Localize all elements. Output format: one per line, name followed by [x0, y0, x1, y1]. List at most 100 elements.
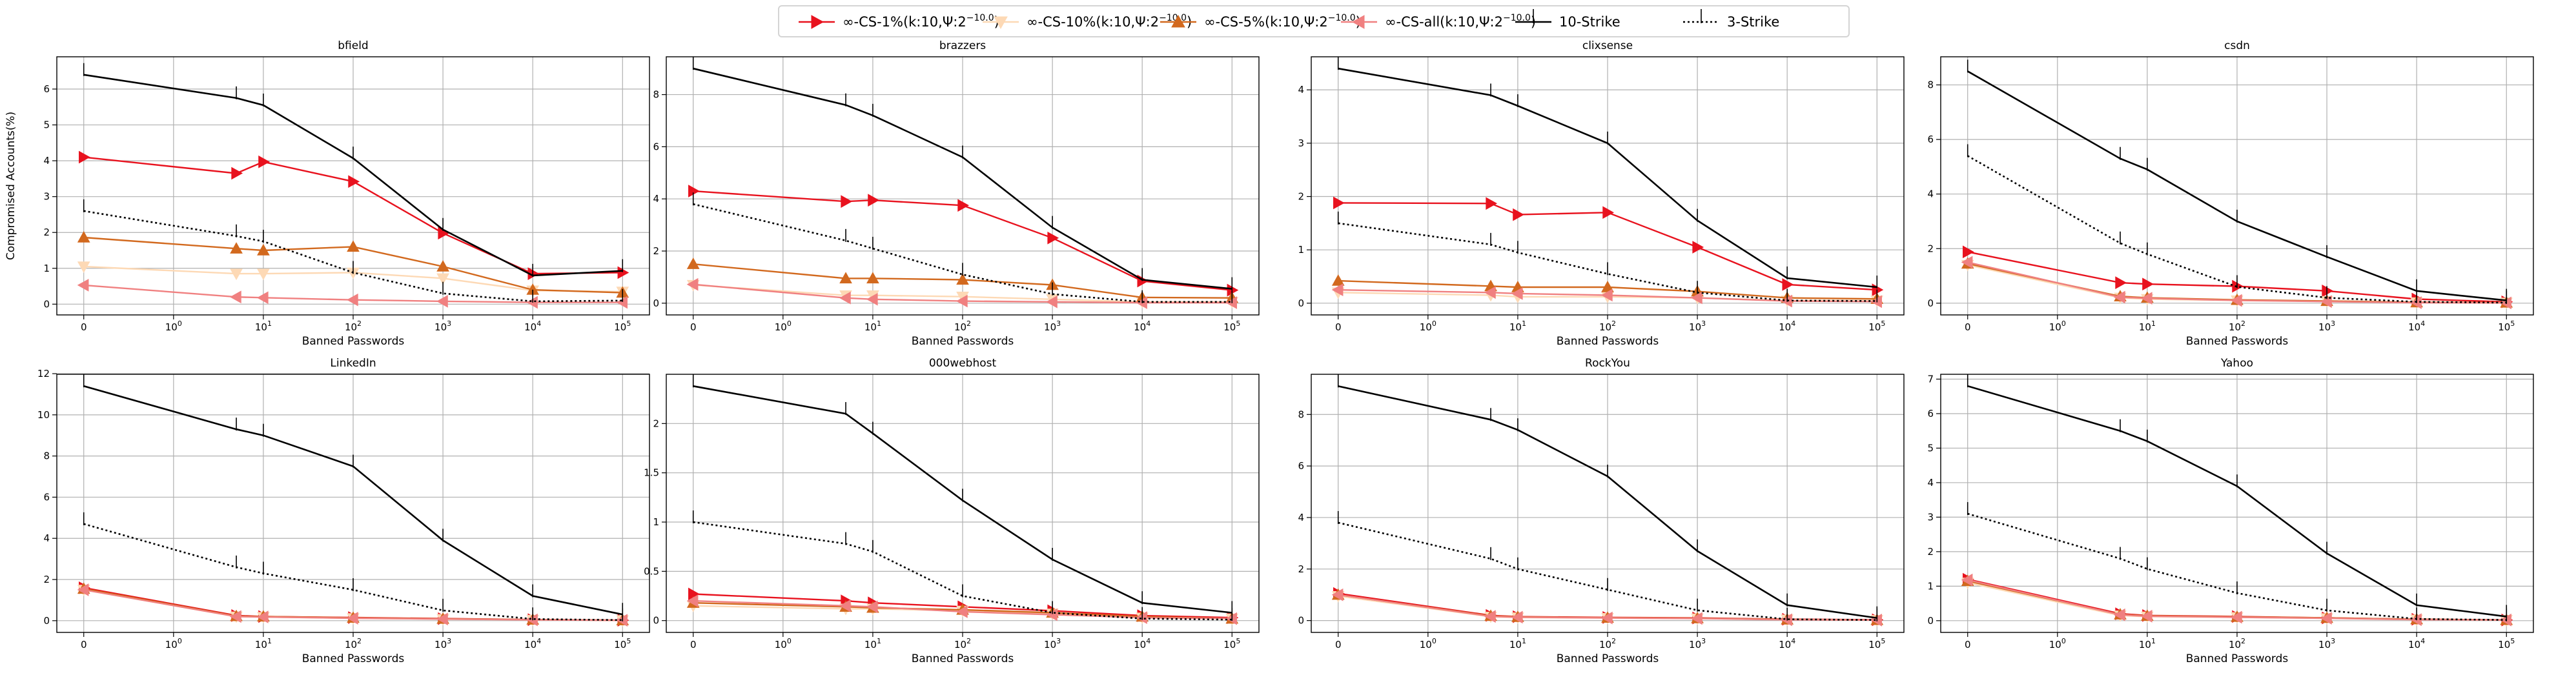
- data-point-cs1: [841, 195, 853, 208]
- data-point-csall: [1484, 286, 1496, 299]
- data-point-cs1: [957, 199, 970, 212]
- plot-frame: [1940, 374, 2534, 633]
- data-point-csall: [1331, 283, 1344, 297]
- data-point-csall: [230, 290, 241, 304]
- subplot-title: Yahoo: [2220, 357, 2253, 370]
- data-point-cs5: [686, 257, 700, 269]
- data-point-cs5: [230, 242, 243, 254]
- x-tick-label: 103: [434, 637, 451, 650]
- data-point-csall: [686, 277, 699, 291]
- x-tick-label: 100: [1420, 319, 1436, 333]
- subplot-title: bfield: [338, 39, 368, 52]
- y-tick-label: 2: [1927, 546, 1934, 558]
- x-tick-label: 0: [1335, 321, 1342, 333]
- data-point-cs1: [688, 185, 700, 197]
- y-tick-label: 0: [1927, 615, 1934, 627]
- legend-entry-cs1: ∞-CS-1%(k:10,Ψ:2−10.0): [799, 13, 999, 30]
- x-tick-label: 0: [1965, 321, 1971, 333]
- y-tick-label: 2: [653, 245, 659, 257]
- data-point-csall: [256, 610, 269, 623]
- y-tick-label: 0: [653, 615, 659, 627]
- legend: ∞-CS-1%(k:10,Ψ:2−10.0)∞-CS-10%(k:10,Ψ:2−…: [778, 5, 1850, 37]
- x-tick-label: 102: [345, 637, 362, 650]
- legend-label: 10-Strike: [1559, 14, 1620, 30]
- x-tick-label: 0: [1965, 639, 1971, 650]
- subplot-Yahoo: 0 1 2 3 4 5 6 7 0 100 101 102 103 104 105 Yahoo Banned P…: [1927, 357, 2534, 665]
- legend-entry-csall: ∞-CS-all(k:10,Ψ:2−10.0): [1341, 13, 1536, 30]
- data-point-csall: [2114, 608, 2125, 621]
- y-tick-label: 3: [1298, 137, 1304, 149]
- x-tick-label: 102: [1599, 319, 1616, 333]
- data-point-cs1: [1047, 231, 1059, 245]
- data-point-csall: [1870, 295, 1882, 308]
- data-point-cs1: [1333, 196, 1345, 210]
- y-axis-label: Compromised Accounts(%): [5, 112, 17, 260]
- y-tick-label: 0: [1298, 297, 1304, 309]
- x-tick-label: 105: [614, 637, 631, 650]
- data-point-cs1: [348, 175, 360, 188]
- y-tick-label: 4: [653, 193, 659, 205]
- data-point-cs1: [2322, 284, 2334, 297]
- y-tick-label: 0.5: [644, 565, 659, 577]
- legend-label: ∞-CS-5%(k:10,Ψ:2−10.0): [1204, 13, 1361, 30]
- subplot-title: LinkedIn: [330, 357, 376, 370]
- data-point-csall: [1781, 613, 1792, 627]
- x-tick-label: 105: [1868, 319, 1885, 333]
- data-point-cs10: [436, 273, 449, 285]
- y-tick-label: 2: [1927, 243, 1934, 254]
- data-point-cs10: [77, 261, 90, 274]
- legend-entry-cs5: ∞-CS-5%(k:10,Ψ:2−10.0): [1160, 13, 1361, 30]
- subplot-brazzers: 0 2 4 6 8 0 100 101 102 103 104 105 brazzers Banned P…: [653, 39, 1260, 348]
- x-tick-label: 0: [1335, 639, 1342, 650]
- y-tick-label: 2: [43, 574, 50, 585]
- data-point-csall: [2410, 296, 2422, 309]
- data-point-cs1: [2115, 276, 2127, 289]
- y-tick-label: 4: [1298, 84, 1304, 96]
- y-tick-label: 6: [1927, 408, 1934, 419]
- y-tick-label: 10: [37, 409, 50, 421]
- y-tick-label: 0: [653, 297, 659, 309]
- y-tick-label: 8: [43, 450, 50, 462]
- x-tick-label: 105: [2498, 319, 2515, 333]
- x-tick-label: 105: [1868, 637, 1885, 650]
- y-tick-label: 8: [1927, 79, 1934, 91]
- data-point-csall: [1136, 296, 1147, 309]
- data-point-cs1: [617, 266, 629, 279]
- x-tick-label: 103: [2318, 319, 2335, 333]
- y-tick-label: 4: [43, 155, 50, 166]
- data-point-cs1: [868, 194, 879, 207]
- legend-marker: [1171, 14, 1185, 28]
- y-tick-label: 8: [653, 89, 659, 101]
- x-tick-label: 100: [775, 319, 792, 333]
- subplot-title: csdn: [2224, 39, 2250, 52]
- data-point-csall: [866, 600, 878, 614]
- y-tick-label: 4: [1298, 512, 1304, 523]
- x-tick-label: 101: [864, 637, 881, 650]
- x-tick-label: 102: [954, 637, 971, 650]
- x-tick-label: 102: [1599, 637, 1616, 650]
- data-point-cs5: [1331, 274, 1345, 286]
- data-point-csall: [1961, 256, 1973, 269]
- plot-frame: [1940, 56, 2534, 316]
- data-point-csall: [839, 291, 851, 305]
- data-point-csall: [616, 296, 628, 309]
- x-tick-label: 103: [434, 319, 451, 333]
- data-point-cs5: [839, 272, 852, 284]
- y-tick-label: 8: [1298, 408, 1304, 420]
- data-point-csall: [436, 295, 448, 308]
- data-point-csall: [526, 613, 538, 627]
- x-tick-label: 101: [2139, 319, 2156, 333]
- y-tick-label: 1: [1927, 580, 1934, 592]
- data-point-csall: [1225, 296, 1237, 309]
- x-tick-label: 104: [524, 637, 541, 650]
- x-tick-label: 100: [775, 637, 792, 650]
- x-tick-label: 101: [255, 637, 272, 650]
- y-tick-label: 4: [1927, 188, 1934, 200]
- y-tick-label: 5: [43, 119, 50, 131]
- x-tick-label: 102: [345, 319, 362, 333]
- data-point-csall: [2230, 294, 2242, 307]
- y-tick-label: 3: [43, 191, 50, 203]
- data-point-csall: [2320, 612, 2332, 625]
- y-tick-label: 1: [653, 516, 659, 528]
- data-point-csall: [839, 599, 851, 612]
